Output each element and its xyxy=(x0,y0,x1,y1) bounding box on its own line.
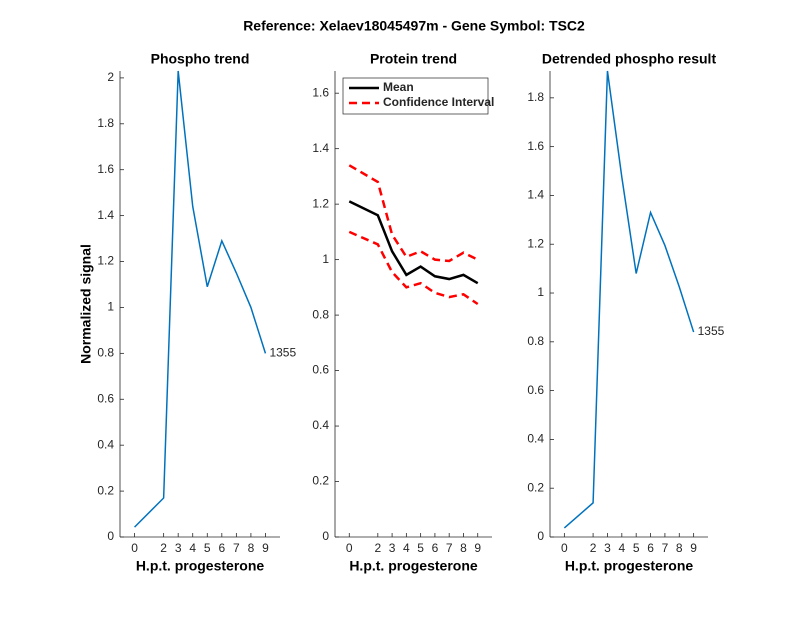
x-tick-label: 3 xyxy=(175,541,182,555)
data-line xyxy=(348,230,479,306)
x-tick-label: 4 xyxy=(403,541,410,555)
y-tick-label: 0.8 xyxy=(312,307,329,321)
x-tick-label: 4 xyxy=(618,541,625,555)
y-tick-label: 0.8 xyxy=(97,346,114,360)
x-tick-label: 0 xyxy=(131,541,138,555)
x-tick-label: 2 xyxy=(374,541,381,555)
legend-box xyxy=(342,77,489,115)
end-label: 1355 xyxy=(698,324,725,338)
y-tick-label: 1 xyxy=(537,285,544,299)
y-tick-label: 0.6 xyxy=(97,391,114,405)
x-tick-label: 6 xyxy=(218,541,225,555)
legend-label: Confidence Interval xyxy=(383,95,494,109)
x-axis-label: H.p.t. progesterone xyxy=(136,558,265,574)
y-tick-label: 1.8 xyxy=(97,116,114,130)
y-tick-label: 1.4 xyxy=(527,188,544,202)
axes-box xyxy=(550,71,708,537)
x-tick-label: 9 xyxy=(262,541,269,555)
y-tick-label: 0.8 xyxy=(527,334,544,348)
y-tick-label: 1.4 xyxy=(312,141,329,155)
x-tick-label: 8 xyxy=(676,541,683,555)
y-tick-label: 0 xyxy=(107,529,114,543)
y-tick-label: 2 xyxy=(107,70,114,84)
x-axis-label: H.p.t. progesterone xyxy=(349,558,478,574)
data-line xyxy=(348,200,479,285)
x-tick-label: 6 xyxy=(432,541,439,555)
x-tick-label: 5 xyxy=(417,541,424,555)
y-tick-label: 0.2 xyxy=(312,474,329,488)
x-axis-label: H.p.t. progesterone xyxy=(565,558,694,574)
y-tick-label: 1 xyxy=(107,300,114,314)
y-tick-label: 0 xyxy=(537,529,544,543)
x-tick-label: 9 xyxy=(690,541,697,555)
axes-title: Protein trend xyxy=(370,51,457,67)
y-tick-label: 1.2 xyxy=(97,254,114,268)
y-tick-label: 1.2 xyxy=(527,236,544,250)
x-tick-label: 5 xyxy=(633,541,640,555)
y-axis-label: Normalized signal xyxy=(78,244,94,364)
axes-box xyxy=(335,71,492,537)
y-tick-label: 0.6 xyxy=(527,383,544,397)
x-tick-label: 3 xyxy=(389,541,396,555)
x-tick-label: 6 xyxy=(647,541,654,555)
y-tick-label: 1.6 xyxy=(527,139,544,153)
y-tick-label: 0.4 xyxy=(312,418,329,432)
y-tick-label: 1.6 xyxy=(312,85,329,99)
x-tick-label: 3 xyxy=(604,541,611,555)
data-line xyxy=(563,70,695,529)
x-tick-label: 7 xyxy=(233,541,240,555)
x-tick-label: 2 xyxy=(590,541,597,555)
y-tick-label: 0.6 xyxy=(312,363,329,377)
x-tick-label: 8 xyxy=(460,541,467,555)
x-tick-label: 2 xyxy=(160,541,167,555)
x-tick-label: 7 xyxy=(446,541,453,555)
y-tick-label: 0.4 xyxy=(97,437,114,451)
end-label: 1355 xyxy=(269,346,296,360)
y-tick-label: 0.2 xyxy=(527,480,544,494)
figure-title: Reference: Xelaev18045497m - Gene Symbol… xyxy=(243,18,585,34)
axes-box xyxy=(120,71,280,537)
axes-title: Detrended phospho result xyxy=(542,51,717,67)
y-tick-label: 1.6 xyxy=(97,162,114,176)
x-tick-label: 0 xyxy=(561,541,568,555)
x-tick-label: 7 xyxy=(662,541,669,555)
y-tick-label: 0.2 xyxy=(97,483,114,497)
x-tick-label: 9 xyxy=(474,541,481,555)
x-tick-label: 5 xyxy=(204,541,211,555)
y-tick-label: 0 xyxy=(322,529,329,543)
x-tick-label: 4 xyxy=(189,541,196,555)
x-tick-label: 8 xyxy=(248,541,255,555)
y-tick-label: 1.4 xyxy=(97,208,114,222)
data-line xyxy=(348,164,479,263)
legend-label: Mean xyxy=(383,80,414,94)
axes-title: Phospho trend xyxy=(151,51,250,67)
y-tick-label: 1 xyxy=(322,252,329,266)
y-tick-label: 1.8 xyxy=(527,90,544,104)
x-tick-label: 0 xyxy=(346,541,353,555)
y-tick-label: 0.4 xyxy=(527,432,544,446)
y-tick-label: 1.2 xyxy=(312,196,329,210)
data-line xyxy=(134,70,267,528)
